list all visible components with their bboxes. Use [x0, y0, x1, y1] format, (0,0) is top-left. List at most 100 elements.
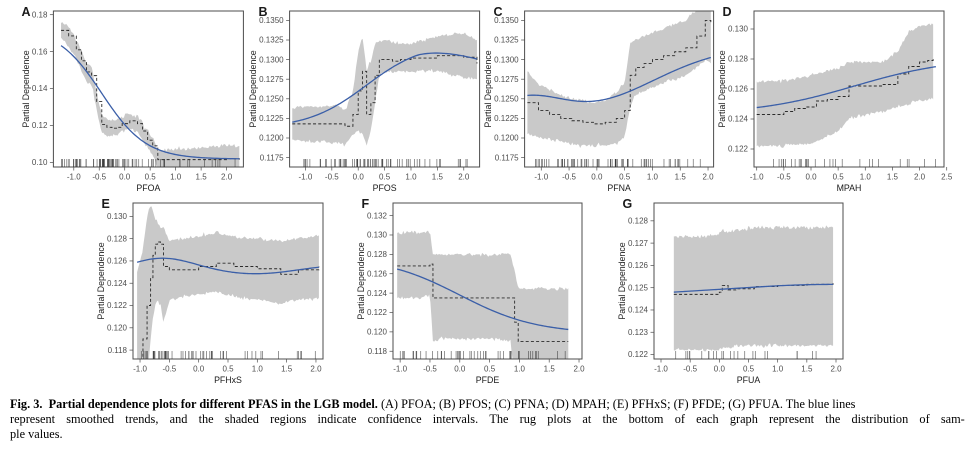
svg-text:1.0: 1.0: [514, 365, 526, 374]
svg-text:1.0: 1.0: [772, 365, 784, 374]
svg-text:0.120: 0.120: [107, 324, 128, 333]
svg-text:MPAH: MPAH: [837, 183, 862, 193]
svg-text:Partial Dependence: Partial Dependence: [21, 50, 31, 127]
svg-text:0.122: 0.122: [728, 144, 749, 153]
svg-text:Partial Dependence: Partial Dependence: [356, 242, 366, 319]
svg-text:1.5: 1.5: [544, 365, 556, 374]
svg-text:0.0: 0.0: [454, 365, 466, 374]
svg-text:-0.5: -0.5: [423, 365, 437, 374]
svg-text:0.0: 0.0: [805, 172, 817, 181]
svg-text:0.122: 0.122: [628, 350, 649, 359]
svg-text:1.0: 1.0: [252, 365, 264, 374]
svg-text:Partial Dependence: Partial Dependence: [717, 50, 727, 127]
svg-text:PFHxS: PFHxS: [214, 375, 242, 385]
svg-text:Partial Dependence: Partial Dependence: [617, 242, 627, 319]
svg-text:0.1300: 0.1300: [260, 55, 285, 64]
svg-text:0.0: 0.0: [592, 172, 604, 181]
svg-text:0.120: 0.120: [367, 328, 388, 337]
svg-text:0.1275: 0.1275: [495, 75, 520, 84]
svg-text:0.1175: 0.1175: [260, 153, 284, 162]
svg-text:0.5: 0.5: [743, 365, 755, 374]
svg-text:0.124: 0.124: [628, 306, 649, 315]
svg-text:0.1175: 0.1175: [495, 153, 519, 162]
svg-text:Partial Dependence: Partial Dependence: [248, 50, 258, 127]
svg-text:2.5: 2.5: [941, 172, 953, 181]
svg-text:0.126: 0.126: [628, 261, 649, 270]
svg-text:0.1225: 0.1225: [260, 114, 285, 123]
svg-text:-1.0: -1.0: [66, 172, 80, 181]
svg-text:-0.5: -0.5: [683, 365, 697, 374]
svg-text:0.128: 0.128: [367, 250, 388, 259]
svg-text:2.0: 2.0: [914, 172, 926, 181]
svg-text:0.1200: 0.1200: [260, 133, 285, 142]
svg-text:0.5: 0.5: [222, 365, 234, 374]
svg-text:-1.0: -1.0: [133, 365, 147, 374]
svg-text:1.0: 1.0: [406, 172, 418, 181]
svg-text:1.5: 1.5: [432, 172, 444, 181]
svg-text:0.126: 0.126: [367, 269, 388, 278]
svg-text:0.5: 0.5: [484, 365, 496, 374]
svg-text:-0.5: -0.5: [92, 172, 106, 181]
svg-text:0.126: 0.126: [728, 84, 749, 93]
svg-text:0.1325: 0.1325: [495, 35, 520, 44]
svg-text:0.18: 0.18: [31, 10, 47, 19]
svg-text:0.122: 0.122: [367, 308, 388, 317]
svg-text:0.123: 0.123: [628, 328, 649, 337]
svg-text:0.1275: 0.1275: [260, 75, 285, 84]
svg-text:0.0: 0.0: [119, 172, 131, 181]
svg-text:0.5: 0.5: [619, 172, 631, 181]
svg-text:-1.0: -1.0: [393, 365, 407, 374]
svg-text:1.5: 1.5: [801, 365, 813, 374]
svg-text:PFNA: PFNA: [608, 183, 632, 193]
svg-text:0.130: 0.130: [107, 212, 128, 221]
svg-text:0.128: 0.128: [628, 217, 649, 226]
svg-text:0.0: 0.0: [353, 172, 365, 181]
svg-text:0.5: 0.5: [379, 172, 391, 181]
svg-text:0.1250: 0.1250: [495, 94, 520, 103]
svg-text:2.0: 2.0: [459, 172, 471, 181]
svg-text:0.128: 0.128: [107, 234, 128, 243]
svg-text:1.0: 1.0: [170, 172, 182, 181]
svg-text:0.130: 0.130: [367, 231, 388, 240]
svg-text:1.5: 1.5: [887, 172, 899, 181]
svg-text:0.130: 0.130: [728, 24, 749, 33]
svg-text:2.0: 2.0: [310, 365, 322, 374]
svg-text:-1.0: -1.0: [299, 172, 313, 181]
svg-text:0.128: 0.128: [728, 54, 749, 63]
svg-text:1.5: 1.5: [195, 172, 207, 181]
svg-text:0.125: 0.125: [628, 283, 649, 292]
svg-text:0.122: 0.122: [107, 301, 128, 310]
svg-text:Partial Dependence: Partial Dependence: [96, 242, 106, 319]
svg-text:0.132: 0.132: [367, 211, 388, 220]
svg-text:-1.0: -1.0: [654, 365, 668, 374]
svg-text:-0.5: -0.5: [162, 365, 176, 374]
svg-text:1.5: 1.5: [281, 365, 293, 374]
svg-text:PFOA: PFOA: [136, 183, 160, 193]
svg-text:0.0: 0.0: [714, 365, 726, 374]
svg-text:Partial Dependence: Partial Dependence: [483, 50, 493, 127]
svg-text:0.124: 0.124: [367, 289, 388, 298]
svg-text:0.1325: 0.1325: [260, 35, 285, 44]
svg-text:0.1250: 0.1250: [260, 94, 285, 103]
svg-text:0.127: 0.127: [628, 239, 649, 248]
svg-text:PFOS: PFOS: [373, 183, 397, 193]
svg-text:-1.0: -1.0: [535, 172, 549, 181]
svg-text:-1.0: -1.0: [750, 172, 764, 181]
svg-text:PFDE: PFDE: [476, 375, 500, 385]
svg-text:0.126: 0.126: [107, 257, 128, 266]
svg-text:0.5: 0.5: [144, 172, 156, 181]
svg-text:0.1300: 0.1300: [495, 55, 520, 64]
svg-text:0.124: 0.124: [728, 114, 749, 123]
svg-text:-0.5: -0.5: [325, 172, 339, 181]
svg-text:0.12: 0.12: [31, 121, 47, 130]
svg-text:0.14: 0.14: [31, 84, 47, 93]
svg-text:-0.5: -0.5: [563, 172, 577, 181]
svg-text:1.5: 1.5: [675, 172, 687, 181]
svg-text:0.5: 0.5: [833, 172, 845, 181]
svg-text:0.118: 0.118: [108, 346, 128, 355]
svg-text:1.0: 1.0: [647, 172, 659, 181]
svg-text:1.0: 1.0: [860, 172, 872, 181]
svg-text:0.1225: 0.1225: [495, 114, 520, 123]
svg-text:0.124: 0.124: [107, 279, 128, 288]
svg-text:2.0: 2.0: [221, 172, 233, 181]
